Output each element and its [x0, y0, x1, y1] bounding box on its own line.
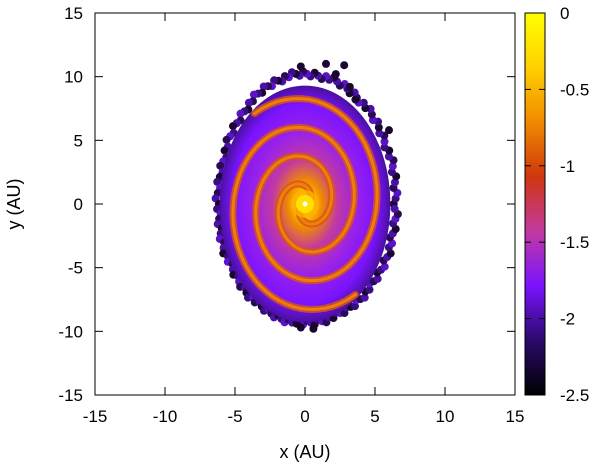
disk-point: [236, 109, 245, 118]
disk-point: [340, 61, 349, 70]
y-tick-label: -5: [68, 259, 83, 278]
disk-point: [249, 90, 258, 99]
x-tick-label: 10: [436, 407, 455, 426]
spiral-arm: [231, 125, 357, 311]
spiral-arm: [253, 97, 379, 283]
disk-point: [213, 177, 222, 186]
disk-point: [390, 204, 399, 213]
x-tick-label: 0: [300, 407, 309, 426]
disk-point: [296, 62, 305, 71]
disk-point: [386, 249, 395, 258]
disk-point: [220, 146, 229, 155]
disk-point: [388, 162, 397, 171]
colorbar-tick-label: -2.5: [560, 386, 589, 405]
y-axis-label: y (AU): [4, 179, 24, 230]
y-tick-label: -10: [58, 322, 83, 341]
disk-point: [228, 122, 237, 131]
disk-point: [385, 126, 393, 135]
y-tick-label: 0: [74, 195, 83, 214]
x-tick-label: -15: [83, 407, 108, 426]
disk-point: [380, 143, 389, 152]
axes: -15 -10 -5 0 5 10 15 -15 -10 -5 0 5 10 15: [58, 4, 524, 426]
disk-scatter: [211, 59, 402, 333]
y-tick-label: 15: [64, 4, 83, 23]
disk-point: [387, 168, 396, 177]
disk-point: [259, 82, 268, 91]
x-axis-label: x (AU): [280, 442, 331, 462]
disk-point: [350, 302, 359, 311]
colorbar-tick-label: -2: [560, 310, 575, 329]
y-tick-label: 10: [64, 68, 83, 87]
disk-point: [331, 70, 340, 79]
disk-point: [309, 324, 318, 333]
disk-point: [373, 274, 382, 283]
disk-point: [351, 95, 360, 104]
disk-point: [345, 82, 354, 91]
disk-point: [384, 152, 393, 161]
disk-point: [360, 293, 369, 302]
disk-point: [222, 135, 231, 144]
colorbar-tick-label: 0: [560, 4, 569, 23]
disk-point: [375, 129, 384, 138]
disk-point: [380, 137, 389, 146]
colorbar-ticks: 0 -0.5 -1 -1.5 -2 -2.5: [525, 4, 589, 405]
disk-point: [216, 161, 225, 170]
colorbar-tick-label: -0.5: [560, 80, 589, 99]
colorbar-tick-label: -1.5: [560, 233, 589, 252]
colorbar: [524, 12, 546, 396]
x-tick-label: 5: [370, 407, 379, 426]
disk-point: [322, 59, 330, 68]
x-tick-label: 15: [506, 407, 525, 426]
disk-point: [374, 123, 383, 132]
x-tick-label: -10: [153, 407, 178, 426]
disk-point: [365, 285, 374, 294]
star: [302, 201, 308, 207]
x-tick-label: -5: [227, 407, 242, 426]
colorbar-tick-label: -1: [560, 157, 575, 176]
disk-point: [244, 98, 253, 107]
disk-point: [380, 262, 389, 271]
y-tick-label: -15: [58, 386, 83, 405]
y-tick-label: 5: [74, 131, 83, 150]
